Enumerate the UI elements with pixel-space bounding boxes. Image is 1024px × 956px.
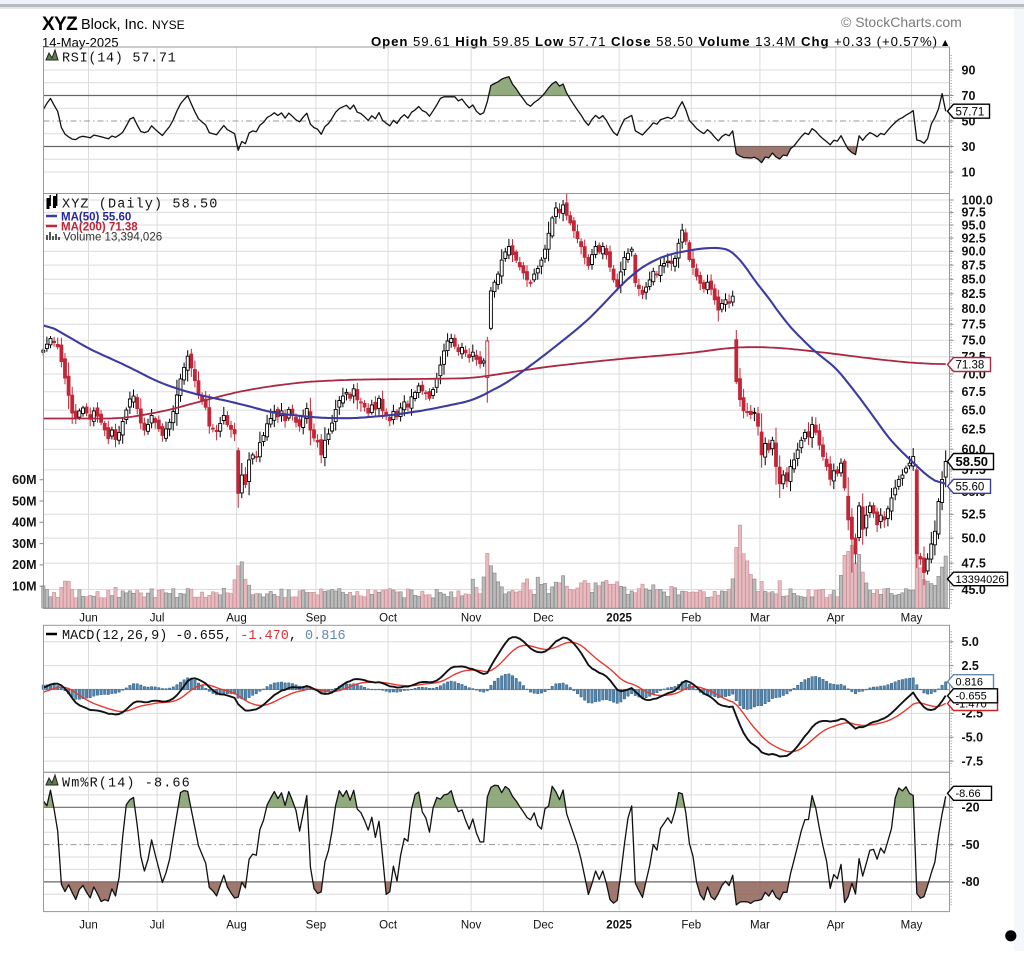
svg-text:14-May-2025: 14-May-2025 bbox=[42, 35, 119, 50]
svg-text:-7.5: -7.5 bbox=[962, 754, 984, 768]
svg-text:30M: 30M bbox=[12, 537, 36, 551]
svg-text:Dec: Dec bbox=[533, 920, 554, 932]
svg-text:57.71: 57.71 bbox=[956, 106, 985, 118]
svg-text:2025: 2025 bbox=[606, 920, 632, 932]
svg-text:Mar: Mar bbox=[750, 920, 770, 932]
svg-text:Block, Inc.: Block, Inc. bbox=[81, 17, 148, 33]
svg-text:2025: 2025 bbox=[606, 613, 632, 625]
svg-text:-80: -80 bbox=[962, 875, 980, 889]
svg-text:Volume 13,394,026: Volume 13,394,026 bbox=[63, 232, 162, 244]
svg-text:RSI(14) 57.71: RSI(14) 57.71 bbox=[62, 52, 176, 67]
svg-text:95.0: 95.0 bbox=[962, 218, 986, 232]
svg-text:65.0: 65.0 bbox=[962, 403, 986, 417]
svg-text:47.5: 47.5 bbox=[962, 556, 986, 570]
svg-text:80.0: 80.0 bbox=[962, 302, 986, 316]
svg-text:Aug: Aug bbox=[226, 613, 246, 625]
svg-text:-5.0: -5.0 bbox=[962, 731, 984, 745]
svg-text:XYZ: XYZ bbox=[42, 14, 78, 35]
svg-text:Sep: Sep bbox=[306, 613, 326, 625]
svg-text:10M: 10M bbox=[12, 580, 36, 594]
svg-text:Wm%R(14) -8.66: Wm%R(14) -8.66 bbox=[62, 777, 191, 792]
svg-text:50.0: 50.0 bbox=[962, 531, 986, 545]
svg-text:Oct: Oct bbox=[379, 920, 398, 932]
svg-text:10: 10 bbox=[962, 165, 976, 179]
svg-text:Dec: Dec bbox=[533, 613, 554, 625]
svg-text:-0.655: -0.655 bbox=[956, 691, 987, 703]
svg-text:-20: -20 bbox=[962, 801, 980, 815]
svg-text:-50: -50 bbox=[962, 838, 980, 852]
svg-text:Nov: Nov bbox=[461, 920, 482, 932]
svg-text:Oct: Oct bbox=[379, 613, 398, 625]
svg-text:90.0: 90.0 bbox=[962, 245, 986, 259]
svg-text:60M: 60M bbox=[12, 473, 36, 487]
svg-text:62.5: 62.5 bbox=[962, 423, 986, 437]
svg-text:77.5: 77.5 bbox=[962, 318, 986, 332]
svg-text:Aug: Aug bbox=[226, 920, 246, 932]
svg-text:75.0: 75.0 bbox=[962, 334, 986, 348]
svg-text:5.0: 5.0 bbox=[962, 635, 979, 649]
svg-text:May: May bbox=[901, 920, 923, 932]
svg-text:55.60: 55.60 bbox=[956, 482, 985, 494]
svg-text:MA(50) 55.60: MA(50) 55.60 bbox=[61, 212, 131, 224]
svg-text:20M: 20M bbox=[12, 558, 36, 572]
svg-text:Feb: Feb bbox=[681, 920, 701, 932]
svg-text:▲: ▲ bbox=[940, 37, 950, 49]
svg-text:100.0: 100.0 bbox=[962, 193, 993, 207]
svg-text:13394026: 13394026 bbox=[956, 574, 1005, 586]
svg-text:67.5: 67.5 bbox=[962, 385, 986, 399]
svg-text:52.5: 52.5 bbox=[962, 508, 986, 522]
svg-text:90: 90 bbox=[962, 63, 976, 77]
svg-text:97.5: 97.5 bbox=[962, 206, 986, 220]
svg-text:Apr: Apr bbox=[827, 613, 845, 625]
svg-text:-8.66: -8.66 bbox=[956, 788, 981, 800]
svg-text:2.5: 2.5 bbox=[962, 659, 979, 673]
svg-text:Jun: Jun bbox=[79, 920, 98, 932]
svg-text:MACD(12,26,9) -0.655, -1.470,: MACD(12,26,9) -0.655, -1.470, 0.816 bbox=[62, 629, 346, 644]
svg-text:40M: 40M bbox=[12, 516, 36, 530]
svg-text:87.5: 87.5 bbox=[962, 258, 986, 272]
svg-text:58.50: 58.50 bbox=[956, 454, 989, 469]
svg-text:Feb: Feb bbox=[681, 613, 701, 625]
svg-text:Nov: Nov bbox=[461, 613, 482, 625]
svg-text:Jun: Jun bbox=[79, 613, 98, 625]
svg-text:85.0: 85.0 bbox=[962, 273, 986, 287]
svg-text:50M: 50M bbox=[12, 494, 36, 508]
svg-text:71.38: 71.38 bbox=[956, 360, 985, 372]
svg-text:70: 70 bbox=[962, 89, 976, 103]
svg-text:Jul: Jul bbox=[150, 613, 165, 625]
svg-text:© StockCharts.com: © StockCharts.com bbox=[841, 14, 962, 30]
svg-text:Jul: Jul bbox=[150, 920, 165, 932]
svg-text:Apr: Apr bbox=[827, 920, 845, 932]
svg-text:Open 59.61 High 59.85 Low 57: Open 59.61 High 59.85 Low 57.71 Close 58… bbox=[371, 34, 937, 49]
svg-text:0.816: 0.816 bbox=[956, 677, 984, 689]
svg-text:92.5: 92.5 bbox=[962, 231, 986, 245]
svg-text:82.5: 82.5 bbox=[962, 287, 986, 301]
svg-text:30: 30 bbox=[962, 140, 976, 154]
svg-text:XYZ (Daily) 58.50: XYZ (Daily) 58.50 bbox=[62, 198, 218, 213]
svg-text:Mar: Mar bbox=[750, 613, 770, 625]
svg-text:May: May bbox=[901, 613, 923, 625]
svg-text:MA(200) 71.38: MA(200) 71.38 bbox=[61, 222, 138, 234]
svg-text:NYSE: NYSE bbox=[152, 18, 185, 32]
svg-text:Sep: Sep bbox=[306, 920, 326, 932]
